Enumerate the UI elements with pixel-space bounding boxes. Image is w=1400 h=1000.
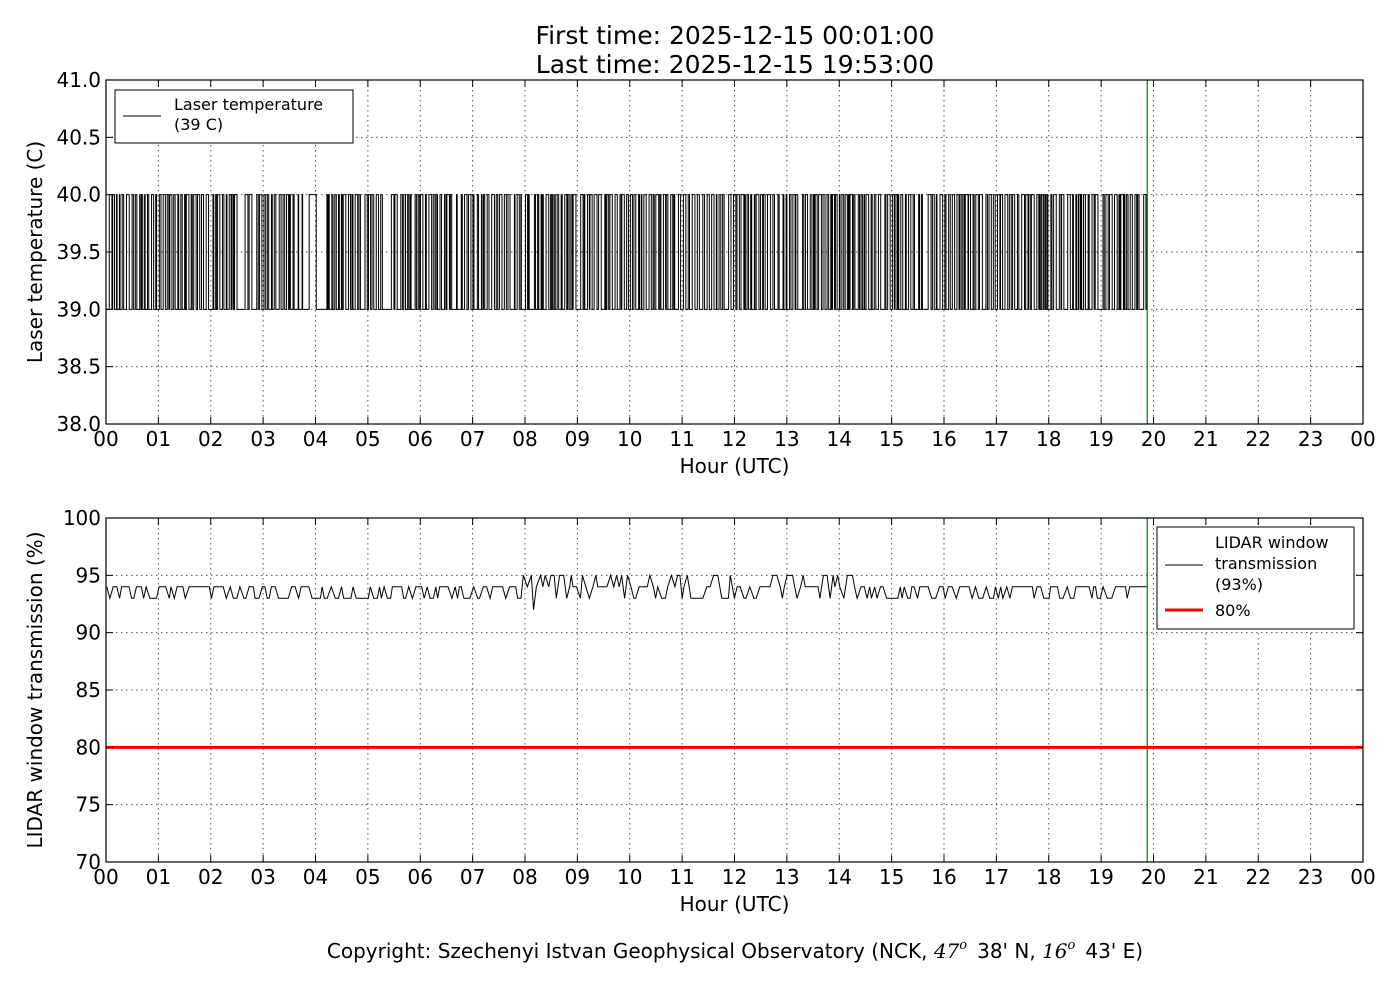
temp-x-tick-label: 19 xyxy=(1088,427,1113,451)
copyright-lon-sup: o xyxy=(1068,938,1076,953)
copyright-lon-deg: 16 xyxy=(1042,939,1068,963)
temp-x-tick-label: 11 xyxy=(669,427,694,451)
lidar-x-tick-label: 02 xyxy=(198,865,223,889)
lidar-legend-box xyxy=(1156,526,1355,630)
lidar-y-tick-label: 75 xyxy=(76,793,101,817)
lidar-y-tick-label: 90 xyxy=(76,621,101,645)
lidar-x-tick-label: 22 xyxy=(1246,865,1271,889)
temp-x-tick-label: 00 xyxy=(93,427,118,451)
temp-y-tick-label: 39.0 xyxy=(56,297,101,321)
temp-x-tick-label: 08 xyxy=(512,427,537,451)
lidar-x-tick-label: 06 xyxy=(408,865,433,889)
lidar-x-tick-label: 15 xyxy=(879,865,904,889)
lidar-x-tick-label: 09 xyxy=(565,865,590,889)
lidar-legend-label-line2: transmission xyxy=(1215,554,1317,573)
lidar-x-tick-label: 10 xyxy=(617,865,642,889)
temp-x-axis-label: Hour (UTC) xyxy=(680,454,790,478)
temp-x-tick-label: 12 xyxy=(722,427,747,451)
temp-x-tick-label: 20 xyxy=(1141,427,1166,451)
lidar-x-tick-label: 13 xyxy=(774,865,799,889)
temp-x-tick-label: 00 xyxy=(1350,427,1375,451)
lidar-x-tick-label: 12 xyxy=(722,865,747,889)
lidar-x-tick-label: 20 xyxy=(1141,865,1166,889)
lidar-x-tick-label: 19 xyxy=(1088,865,1113,889)
temp-y-tick-label: 41.0 xyxy=(56,68,101,92)
lidar-legend-threshold-label: 80% xyxy=(1215,601,1251,620)
temp-x-tick-label: 02 xyxy=(198,427,223,451)
lidar-x-tick-label: 04 xyxy=(303,865,328,889)
temp-series-line xyxy=(106,194,1148,310)
temp-y-tick-label: 40.0 xyxy=(56,183,101,207)
lidar-y-tick-label: 100 xyxy=(63,506,101,530)
temp-x-tick-label: 23 xyxy=(1298,427,1323,451)
lidar-series-line xyxy=(106,573,1148,610)
temp-legend-label-line2: (39 C) xyxy=(174,115,223,134)
lidar-x-tick-label: 01 xyxy=(146,865,171,889)
lidar-x-tick-label: 00 xyxy=(1350,865,1375,889)
temp-x-tick-label: 09 xyxy=(565,427,590,451)
copyright-text: Copyright: Szechenyi Istvan Geophysical … xyxy=(327,938,1143,963)
lidar-y-tick-label: 95 xyxy=(76,563,101,587)
lidar-y-tick-label: 80 xyxy=(76,735,101,759)
chart-title-line2: Last time: 2025-12-15 19:53:00 xyxy=(536,50,934,79)
temp-y-tick-label: 38.0 xyxy=(56,412,101,436)
lidar-y-tick-label: 85 xyxy=(76,678,101,702)
lidar-x-tick-label: 07 xyxy=(460,865,485,889)
copyright-lat-deg: 47 xyxy=(933,939,960,963)
lidar-y-axis-label: LIDAR window transmission (%) xyxy=(23,532,47,849)
lidar-x-tick-label: 03 xyxy=(250,865,275,889)
lidar-x-tick-label: 18 xyxy=(1036,865,1061,889)
temp-x-tick-label: 07 xyxy=(460,427,485,451)
temp-x-tick-label: 14 xyxy=(827,427,852,451)
temp-x-tick-label: 03 xyxy=(250,427,275,451)
temp-x-tick-label: 06 xyxy=(408,427,433,451)
temp-x-tick-label: 21 xyxy=(1193,427,1218,451)
temp-y-tick-label: 39.5 xyxy=(56,240,101,264)
temp-x-tick-label: 04 xyxy=(303,427,328,451)
lidar-x-tick-label: 23 xyxy=(1298,865,1323,889)
temp-y-axis-label: Laser temperature (C) xyxy=(23,141,47,363)
lidar-x-tick-label: 16 xyxy=(931,865,956,889)
lidar-transmission-panel: 00 01 02 03 04 05 06 07 08 09 10 11 12 13 14 15 16 17 18 19… xyxy=(23,506,1376,916)
lidar-x-tick-label: 17 xyxy=(984,865,1009,889)
lidar-x-axis-label: Hour (UTC) xyxy=(680,892,790,916)
temp-x-tick-label: 17 xyxy=(984,427,1009,451)
lidar-x-tick-label: 05 xyxy=(355,865,380,889)
lidar-x-tick-label: 08 xyxy=(512,865,537,889)
copyright-lat-min: 38' N, xyxy=(977,939,1042,963)
temp-y-tick-label: 40.5 xyxy=(56,125,101,149)
lidar-x-tick-label: 21 xyxy=(1193,865,1218,889)
temp-y-tick-label: 38.5 xyxy=(56,355,101,379)
temp-x-tick-label: 01 xyxy=(146,427,171,451)
temp-x-tick-label: 05 xyxy=(355,427,380,451)
temp-x-tick-label: 22 xyxy=(1246,427,1271,451)
copyright-lat-sup: o xyxy=(959,938,967,953)
temp-x-tick-label: 13 xyxy=(774,427,799,451)
copyright-lon-min: 43' E) xyxy=(1085,939,1143,963)
temp-x-tick-label: 15 xyxy=(879,427,904,451)
temp-legend-label-line1: Laser temperature xyxy=(174,95,323,114)
lidar-x-tick-label: 11 xyxy=(669,865,694,889)
copyright-prefix: Copyright: Szechenyi Istvan Geophysical … xyxy=(327,939,934,963)
chart-title-line1: First time: 2025-12-15 00:01:00 xyxy=(536,21,935,50)
laser-temperature-panel: 00 01 02 03 04 05 06 07 08 09 10 11 12 13 14 15 16 17 18 19… xyxy=(23,68,1376,478)
lidar-y-tick-label: 70 xyxy=(76,850,101,874)
lidar-legend-label-line1: LIDAR window xyxy=(1215,533,1329,552)
temp-x-tick-label: 18 xyxy=(1036,427,1061,451)
temp-x-tick-label: 10 xyxy=(617,427,642,451)
lidar-x-tick-label: 14 xyxy=(827,865,852,889)
lidar-x-tick-label: 00 xyxy=(93,865,118,889)
lidar-legend-label-line3: (93%) xyxy=(1215,575,1263,594)
temp-x-tick-label: 16 xyxy=(931,427,956,451)
